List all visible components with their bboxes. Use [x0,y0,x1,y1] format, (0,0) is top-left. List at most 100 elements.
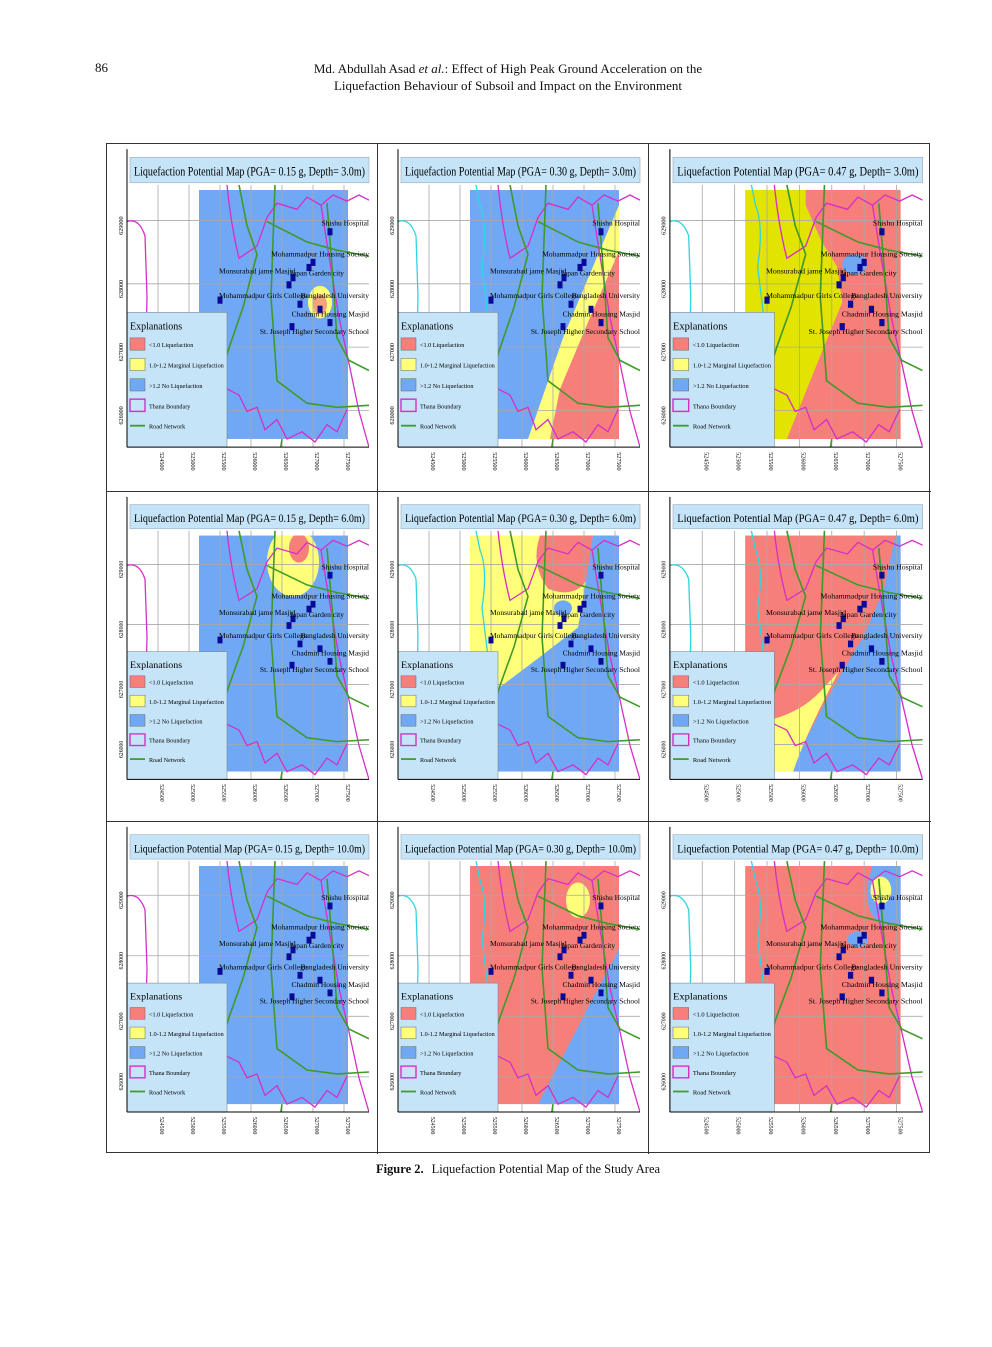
road-network [127,530,369,780]
place-label: Bangladesh University [572,631,641,640]
x-tick-label: 527500 [897,452,904,470]
x-tick-label: 527000 [313,452,319,470]
legend-swatch [672,1065,690,1079]
legend-label: <1.0 Liquefaction [693,1011,740,1018]
legend-label: Thana Boundary [149,403,191,410]
map-title: Liquefaction Potential Map (PGA= 0.15 g,… [134,165,365,179]
y-tick-label: 627000 [119,343,125,361]
x-tick-label: 527500 [897,784,903,801]
place-marker-icon [857,936,863,944]
y-tick-label: 626000 [119,1073,125,1091]
road-network [127,861,369,1113]
y-tick-label: 627000 [390,681,396,698]
y-tick-label: 626000 [390,741,396,758]
place-marker-icon [868,645,875,653]
x-tick-label: 527500 [344,1117,350,1135]
x-tick-label: 525500 [220,1117,226,1135]
x-tick-label: 525500 [767,452,774,470]
road-network [669,530,923,780]
x-tick-label: 525000 [735,784,741,801]
legend-title: Explanations [673,992,728,1003]
legend-label: >1.2 No Liquefaction [149,1050,202,1057]
x-tick-label: 527500 [344,452,350,470]
x-tick-label: 526500 [832,784,838,801]
map-title: Liquefaction Potential Map (PGA= 0.47 g,… [677,842,918,856]
river [721,861,765,1113]
legend-label: <1.0 Liquefaction [420,680,464,687]
legend-swatch [400,694,417,708]
x-tick-label: 524500 [429,452,435,470]
legend-swatch [400,733,417,747]
place-label: Shishu Hospital [592,563,640,572]
running-header-et-al: et al. [418,61,445,76]
legend-label: Road Network [693,757,732,764]
place-label: Mohammadpur Housing Society [542,592,640,601]
x-tick-label: 525500 [491,1117,497,1135]
place-label: St. Joseph Higher Secondary School [531,327,640,336]
map-panel: Liquefaction Potential Map (PGA= 0.15 g,… [107,491,377,821]
place-marker-icon [581,931,587,939]
place-marker-icon [588,976,594,984]
place-marker-icon [327,571,333,579]
x-tick-label: 526500 [282,452,288,470]
x-tick-label: 525000 [735,452,742,470]
river [721,184,765,448]
thana-boundary [127,894,148,1113]
y-tick-label: 626000 [661,406,668,424]
x-tick-label: 525000 [460,452,466,470]
legend-label: <1.0 Liquefaction [149,1011,193,1018]
map-title: Liquefaction Potential Map (PGA= 0.47 g,… [677,165,918,179]
running-header: Md. Abdullah Asad et al.: Effect of High… [240,60,776,94]
y-tick-label: 628000 [390,621,396,638]
x-tick-label: 526500 [553,452,559,470]
y-tick-label: 628000 [119,621,125,638]
legend-label: 1.0-1.2 Marginal Liquefaction [420,362,496,369]
place-label: Japan Garden city [561,941,615,950]
place-label: Shishu Hospital [873,563,923,572]
legend-label: Road Network [149,1090,186,1096]
map-legend: Explanations <1.0 Liquefaction 1.0-1.2 Mar… [669,312,775,448]
map-legend: Explanations <1.0 Liquefaction 1.0-1.2 Mar… [397,312,499,448]
legend-label: 1.0-1.2 Marginal Liquefaction [693,363,772,370]
legend-title: Explanations [673,322,727,333]
legend-swatch [400,337,417,351]
legend-swatch [672,358,689,371]
map-svg: Liquefaction Potential Map (PGA= 0.15 g,… [119,149,370,471]
x-tick-label: 527000 [864,452,871,470]
place-label: Mohammadpur Girls College [219,963,308,972]
x-tick-label: 524500 [158,452,164,470]
x-tick-label: 526000 [799,452,806,470]
page-number: 86 [95,60,108,75]
map-svg: Liquefaction Potential Map (PGA= 0.47 g,… [661,149,923,471]
place-label: Mohammadpur Housing Society [271,592,369,601]
x-tick-label: 524500 [702,1117,708,1135]
legend-label: <1.0 Liquefaction [149,342,194,349]
place-label: Monsurabad jame Masjid [766,608,846,617]
place-label: Shishu Hospital [592,219,640,228]
legend-label: <1.0 Liquefaction [693,342,740,349]
place-marker-icon [577,605,583,613]
x-tick-label: 526000 [522,452,528,470]
legend-label: >1.2 No Liquefaction [693,718,750,725]
legend-label: <1.0 Liquefaction [693,680,740,687]
legend-label: >1.2 No Liquefaction [420,718,474,725]
x-tick-label: 526500 [553,784,559,801]
place-marker-icon [488,967,494,975]
place-marker-icon [839,661,845,669]
y-tick-label: 628000 [662,621,668,638]
map-linework [127,184,369,448]
legend-swatch [129,378,146,392]
road-network [127,184,369,448]
legend-label: Thana Boundary [420,739,462,745]
x-tick-label: 527500 [615,1117,621,1135]
place-marker-icon [847,300,854,308]
place-label: Mohammadpur Girls College [490,631,579,640]
legend-swatch [672,1046,689,1059]
thana-boundary [127,564,148,780]
legend-label: <1.0 Liquefaction [149,680,193,687]
y-tick-label: 629000 [661,216,668,234]
figure-caption: Figure 2. Liquefaction Potential Map of t… [106,1162,930,1177]
x-tick-label: 526500 [282,784,288,801]
place-marker-icon [598,228,604,236]
place-marker-icon [840,946,846,954]
